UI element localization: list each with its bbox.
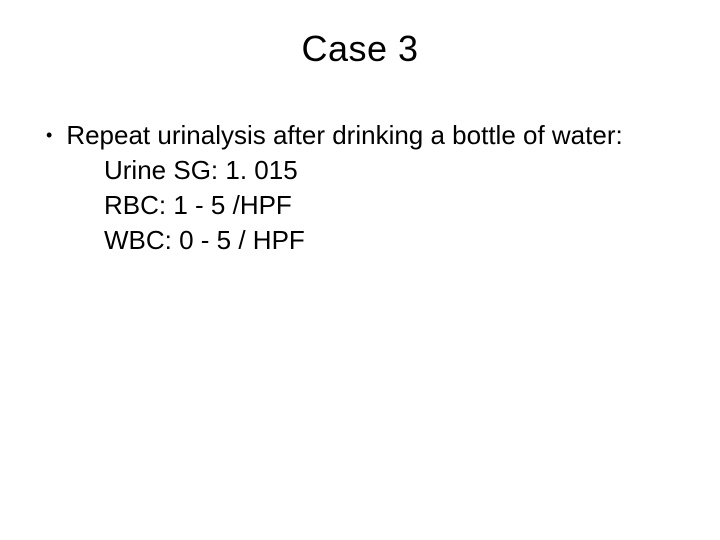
- result-line-sg: Urine SG: 1. 015: [42, 153, 690, 188]
- result-line-wbc: WBC: 0 - 5 / HPF: [42, 223, 690, 258]
- slide-title: Case 3: [30, 28, 690, 70]
- result-line-rbc: RBC: 1 - 5 /HPF: [42, 188, 690, 223]
- bullet-item: • Repeat urinalysis after drinking a bot…: [42, 118, 690, 153]
- bullet-marker: •: [46, 118, 52, 152]
- slide-content: • Repeat urinalysis after drinking a bot…: [30, 118, 690, 258]
- bullet-intro-text: Repeat urinalysis after drinking a bottl…: [66, 118, 690, 153]
- slide-container: Case 3 • Repeat urinalysis after drinkin…: [0, 0, 720, 540]
